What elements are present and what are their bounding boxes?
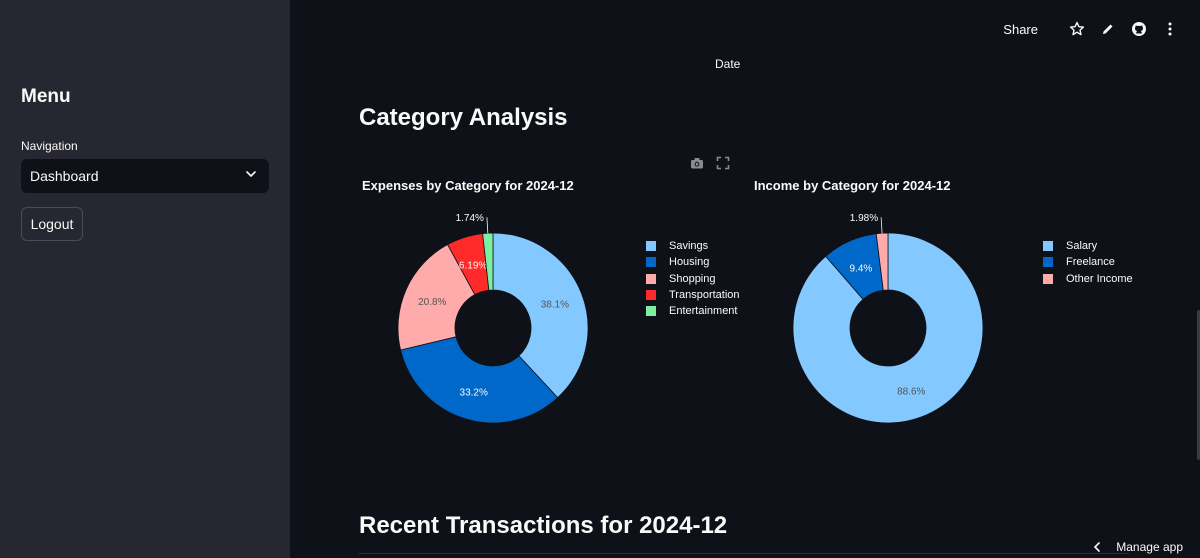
date-label: Date: [715, 57, 741, 71]
section-title: Category Analysis: [359, 104, 568, 131]
expenses-slice-savings[interactable]: [492, 232, 589, 399]
recent-transactions-title: Recent Transactions for 2024-12: [359, 512, 728, 539]
income-legend: Salary Freelance Other Income: [1043, 238, 1133, 287]
sidebar-title: Menu: [21, 86, 71, 107]
income-label-connector: [880, 217, 883, 234]
income-value-label: 88.6%: [897, 386, 925, 397]
chevron-down-icon: [244, 167, 258, 186]
expenses-value-label: 20.8%: [418, 297, 446, 308]
expenses-legend-item[interactable]: Housing: [646, 254, 740, 270]
expenses-value-label: 38.1%: [541, 300, 569, 311]
legend-label: Savings: [669, 240, 709, 253]
expenses-chart-title: Expenses by Category for 2024-12: [362, 178, 574, 193]
star-icon[interactable]: [1069, 21, 1085, 37]
legend-swatch: [646, 241, 656, 252]
transactions-table: [359, 553, 1129, 558]
income-value-label: 1.98%: [850, 213, 878, 224]
expenses-legend-item[interactable]: Transportation: [646, 287, 740, 303]
legend-swatch: [646, 306, 656, 317]
expenses-value-label: 6.19%: [459, 261, 487, 272]
legend-label: Transportation: [669, 289, 740, 302]
income-value-label: 9.4%: [849, 263, 872, 274]
legend-label: Housing: [669, 256, 710, 269]
expenses-slice-housing[interactable]: [400, 336, 559, 424]
expenses-legend: Savings Housing Shopping Transportation Ente…: [646, 238, 740, 319]
income-slice-other-income[interactable]: [875, 232, 889, 291]
navigation-label: Navigation: [21, 139, 78, 153]
manage-app-label: Manage app: [1116, 540, 1183, 554]
chevron-left-icon: [1094, 542, 1101, 552]
legend-swatch: [646, 257, 656, 268]
logout-button[interactable]: Logout: [21, 207, 83, 241]
income-legend-item[interactable]: Freelance: [1043, 254, 1133, 270]
share-button[interactable]: Share: [1003, 21, 1038, 37]
legend-swatch: [646, 290, 656, 301]
fullscreen-icon[interactable]: [716, 156, 730, 175]
expenses-legend-item[interactable]: Shopping: [646, 271, 740, 287]
expenses-value-label: 33.2%: [460, 388, 488, 399]
legend-label: Shopping: [669, 272, 716, 285]
camera-icon[interactable]: [690, 156, 704, 175]
income-slice-freelance[interactable]: [825, 233, 884, 300]
expenses-slice-shopping[interactable]: [397, 244, 476, 351]
legend-swatch: [1043, 257, 1053, 268]
toolbar: Share: [1003, 17, 1178, 41]
edit-icon[interactable]: [1100, 21, 1116, 37]
more-icon[interactable]: [1162, 21, 1178, 37]
legend-label: Freelance: [1066, 256, 1115, 269]
expenses-slice-entertainment[interactable]: [482, 232, 494, 291]
scrollbar[interactable]: [1197, 310, 1200, 460]
expenses-slice-transportation[interactable]: [447, 233, 490, 296]
expenses-value-label: 1.74%: [456, 213, 484, 224]
navigation-select[interactable]: Dashboard: [21, 159, 269, 193]
income-legend-item[interactable]: Salary: [1043, 238, 1133, 254]
expenses-legend-item[interactable]: Entertainment: [646, 303, 740, 319]
legend-label: Entertainment: [669, 305, 738, 318]
income-legend-item[interactable]: Other Income: [1043, 271, 1133, 287]
navigation-select-value: Dashboard: [30, 168, 99, 184]
expenses-label-connector: [486, 217, 489, 234]
legend-label: Other Income: [1066, 272, 1133, 285]
legend-swatch: [1043, 273, 1053, 284]
legend-swatch: [1043, 241, 1053, 252]
chart-modebar: [690, 156, 730, 175]
manage-app-button[interactable]: Manage app: [1092, 540, 1183, 554]
income-slice-salary[interactable]: [792, 232, 984, 424]
income-chart-title: Income by Category for 2024-12: [754, 178, 951, 193]
legend-swatch: [646, 273, 656, 284]
expenses-legend-item[interactable]: Savings: [646, 238, 740, 254]
legend-label: Salary: [1066, 240, 1098, 253]
sidebar: Menu Navigation Dashboard Logout: [0, 0, 290, 558]
github-icon[interactable]: [1131, 21, 1147, 37]
